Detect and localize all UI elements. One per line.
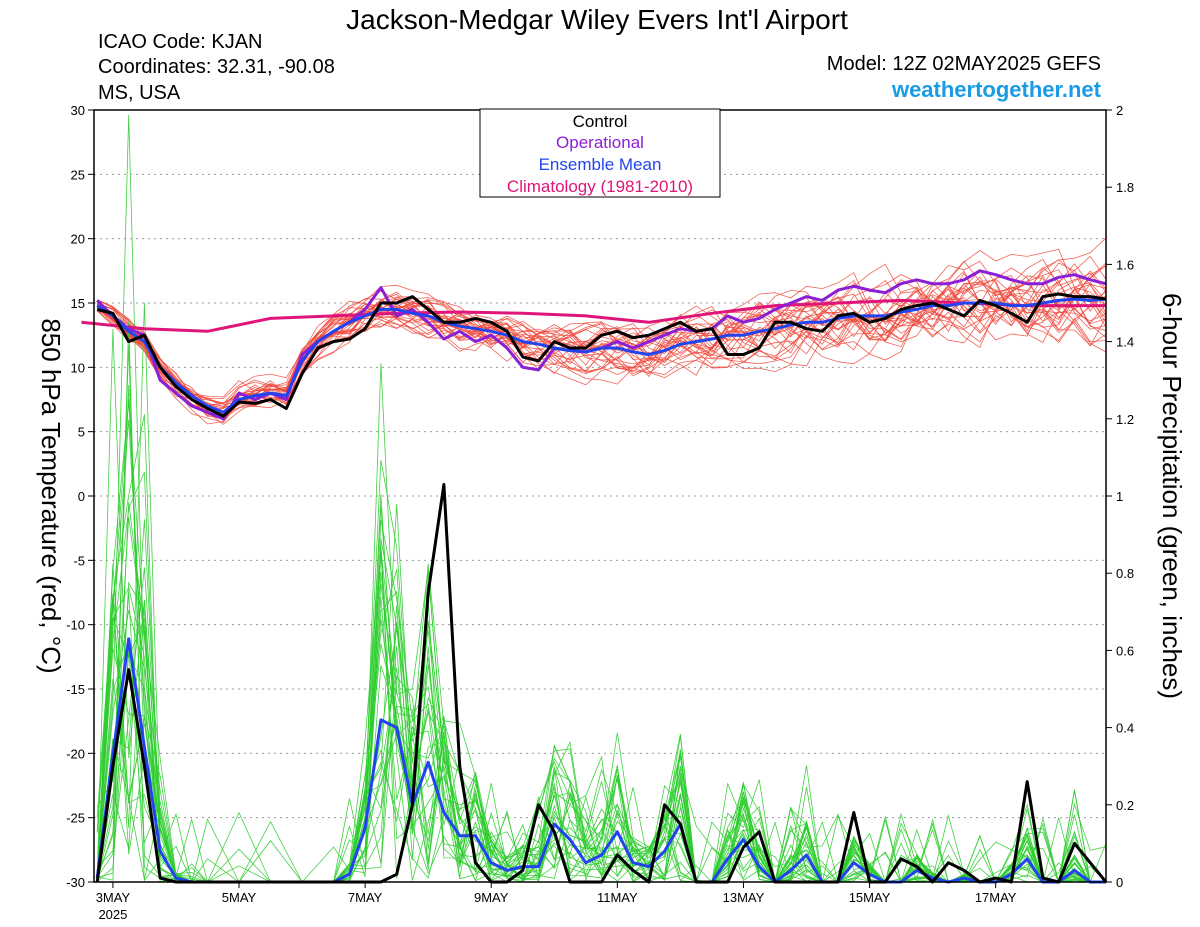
x-axis-tick-label: 9MAY xyxy=(474,890,509,905)
temperature-member-line xyxy=(97,265,1107,398)
left-axis-tick-label: 25 xyxy=(71,167,85,182)
x-axis-tick-label: 11MAY xyxy=(597,890,638,905)
legend-box xyxy=(479,108,721,198)
x-axis-tick-label: 3MAY xyxy=(96,890,131,905)
right-axis-tick-label: 1.4 xyxy=(1116,335,1134,350)
left-axis-tick-label: 15 xyxy=(71,296,85,311)
temperature-member-line xyxy=(96,272,1107,412)
legend: Control Operational Ensemble Mean Climat… xyxy=(479,108,721,198)
temperature-member-line xyxy=(97,282,1107,417)
temperature-member-line xyxy=(97,283,1107,417)
legend-operational: Operational xyxy=(556,133,644,152)
left-axis-tick-label: 20 xyxy=(71,232,85,247)
temperature-climatology-1981-2010-line xyxy=(81,298,1106,333)
x-axis-tick-label: 5MAY xyxy=(222,890,257,905)
left-axis-tick-label: 10 xyxy=(71,360,85,375)
right-axis-tick-label: 0 xyxy=(1116,875,1123,890)
region: MS, USA xyxy=(98,82,181,104)
left-axis-label: 850 hPa Temperature (red, °C) xyxy=(36,318,66,673)
axis-ticks: 302520151050-5-10-15-20-25-3021.81.61.41… xyxy=(66,103,1134,922)
right-axis-label: 6-hour Precipitation (green, inches) xyxy=(1157,293,1187,699)
right-axis-tick-label: 1.2 xyxy=(1116,412,1134,427)
chart-title: Jackson-Medgar Wiley Evers Int'l Airport xyxy=(346,4,848,35)
temperature-member-line xyxy=(96,274,1107,421)
model-run: Model: 12Z 02MAY2025 GEFS xyxy=(827,53,1101,75)
x-axis-year-label: 2025 xyxy=(98,907,127,922)
temperature-member-line xyxy=(96,289,1107,404)
left-axis-tick-label: -20 xyxy=(66,746,85,761)
right-axis-tick-label: 0.2 xyxy=(1116,798,1134,813)
left-axis-tick-label: -25 xyxy=(66,811,85,826)
left-axis-tick-label: -5 xyxy=(73,553,85,568)
right-axis-tick-label: 0.6 xyxy=(1116,643,1134,658)
legend-control: Control xyxy=(573,112,628,131)
x-axis-tick-label: 17MAY xyxy=(975,890,1017,905)
x-axis-tick-label: 13MAY xyxy=(723,890,765,905)
left-axis-tick-label: -10 xyxy=(66,618,85,633)
right-axis-tick-label: 2 xyxy=(1116,103,1123,118)
x-axis-tick-label: 7MAY xyxy=(348,890,383,905)
legend-ensemble-mean: Ensemble Mean xyxy=(539,155,662,174)
site-brand: weathertogether.net xyxy=(891,77,1102,102)
left-axis-tick-label: 5 xyxy=(78,425,85,440)
coordinates: Coordinates: 32.31, -90.08 xyxy=(98,56,335,78)
x-axis-tick-label: 15MAY xyxy=(849,890,891,905)
left-axis-tick-label: 30 xyxy=(71,103,85,118)
legend-climatology: Climatology (1981-2010) xyxy=(507,177,693,196)
left-axis-tick-label: -30 xyxy=(66,875,85,890)
right-axis-tick-label: 1 xyxy=(1116,489,1123,504)
temperature-control-line xyxy=(96,292,1107,418)
right-axis-tick-label: 1.8 xyxy=(1116,180,1134,195)
left-axis-tick-label: -15 xyxy=(66,682,85,697)
right-axis-tick-label: 0.8 xyxy=(1116,566,1134,581)
temperature-member-line xyxy=(97,258,1107,414)
series-lines xyxy=(81,269,1108,884)
icao-code: ICAO Code: KJAN xyxy=(98,31,263,53)
right-axis-tick-label: 0.4 xyxy=(1116,721,1134,736)
left-axis-tick-label: 0 xyxy=(78,489,85,504)
right-axis-tick-label: 1.6 xyxy=(1116,257,1134,272)
